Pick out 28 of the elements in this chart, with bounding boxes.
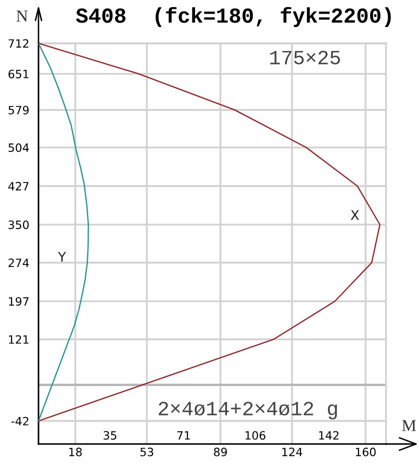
x2-tick-label: 106: [246, 431, 266, 440]
annotation: 175×25: [270, 50, 340, 64]
y-tick-label: 121: [8, 335, 28, 344]
x-tick-label: 160: [356, 448, 376, 456]
x2-tick-label: 71: [177, 431, 190, 440]
y-tick-label: -42: [11, 416, 28, 426]
y-tick-label: 712: [8, 39, 28, 48]
y-axis-title: N: [16, 10, 28, 22]
x-tick-label: 89: [214, 448, 227, 456]
annotation: 2×4ø14+2×4ø12 g: [158, 402, 337, 420]
y-tick-label: 350: [8, 220, 29, 230]
x-tick-label: 124: [282, 448, 302, 456]
y-tick-label: 579: [8, 106, 29, 114]
x-tick-label: 18: [69, 448, 82, 456]
x2-tick-label: 35: [104, 431, 116, 440]
x2-tick-label: 142: [319, 431, 338, 440]
x-tick-label: 53: [140, 448, 154, 456]
series-label: Y: [58, 252, 66, 262]
chart-title: S408 (fck=180, fyk=2200): [76, 6, 391, 28]
series-label: X: [350, 210, 359, 220]
line-series: [38, 42, 89, 422]
y-tick-label: 651: [8, 70, 28, 78]
x-axis-title: M: [402, 420, 416, 432]
y-tick-label: 504: [8, 143, 29, 152]
line-series: [38, 42, 380, 422]
y-tick-label: 274: [8, 258, 29, 268]
y-tick-label: 427: [8, 182, 28, 190]
y-tick-label: 197: [8, 297, 28, 306]
